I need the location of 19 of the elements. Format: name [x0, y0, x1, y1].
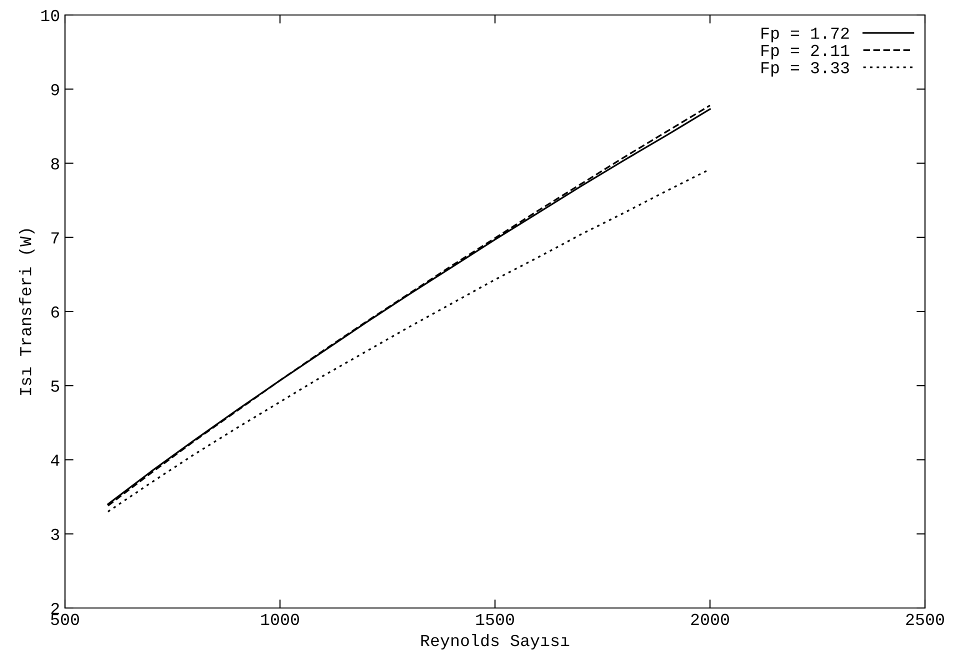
x-tick-label: 2500: [906, 614, 944, 626]
y-tick-label: 10: [41, 10, 60, 22]
legend-label: Fp = 1.72: [762, 28, 849, 42]
y-tick-label: 9: [51, 84, 59, 96]
x-tick-label: 1500: [476, 614, 514, 626]
x-tick-label: 500: [51, 614, 79, 626]
y-tick-label: 7: [51, 232, 59, 244]
x-axis-title: Reynolds Sayısı: [421, 634, 570, 650]
x-tick-label: 1000: [261, 614, 299, 626]
y-axis-title: Isı Transferi (W): [19, 229, 35, 395]
x-tick-label: 2000: [691, 614, 729, 626]
legend-label: Fp = 3.33: [762, 62, 849, 77]
y-tick-label: 5: [51, 380, 60, 392]
y-tick-label: 2: [51, 602, 59, 614]
y-tick-label: 3: [51, 528, 60, 540]
legend-label: Fp = 2.11: [762, 44, 850, 60]
y-tick-label: 8: [51, 158, 60, 170]
y-tick-label: 4: [50, 454, 60, 466]
y-tick-label: 6: [51, 306, 60, 318]
